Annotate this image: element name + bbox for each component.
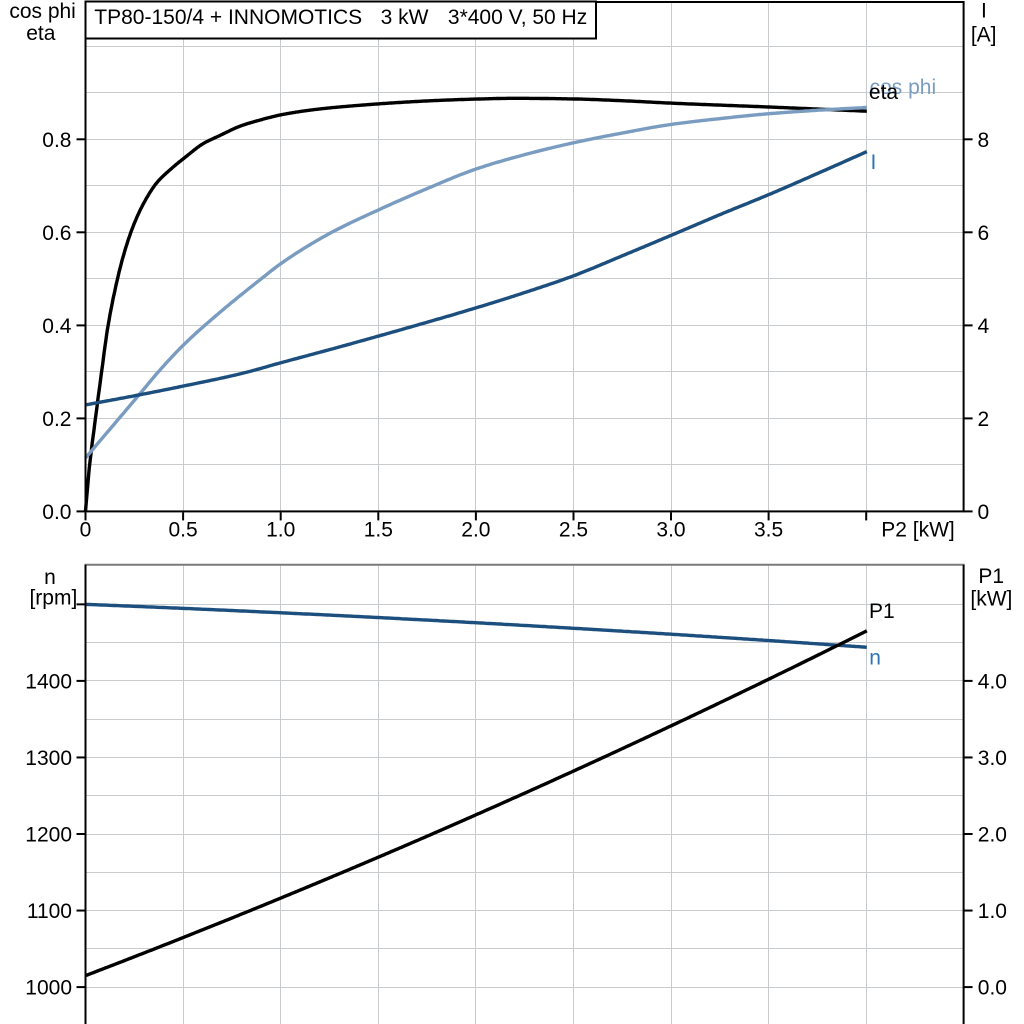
svg-text:P1: P1 (978, 565, 1004, 588)
svg-text:1000: 1000 (25, 977, 72, 1000)
svg-text:2.0: 2.0 (461, 519, 490, 542)
svg-text:3.5: 3.5 (754, 519, 783, 542)
svg-text:0.8: 0.8 (42, 129, 71, 152)
svg-text:0.5: 0.5 (168, 519, 197, 542)
svg-text:[kW]: [kW] (970, 588, 1012, 611)
svg-text:6: 6 (978, 222, 990, 245)
svg-text:1300: 1300 (25, 747, 72, 770)
svg-text:0.0: 0.0 (978, 977, 1007, 1000)
svg-text:n: n (44, 566, 56, 589)
svg-text:1100: 1100 (27, 900, 72, 923)
svg-text:P2 [kW]: P2 [kW] (881, 519, 955, 542)
svg-text:0.6: 0.6 (42, 222, 71, 245)
svg-text:[A]: [A] (971, 24, 997, 47)
svg-text:0: 0 (80, 519, 92, 542)
svg-text:I: I (981, 0, 987, 23)
svg-text:1.0: 1.0 (978, 900, 1007, 923)
svg-text:2.5: 2.5 (559, 519, 588, 542)
svg-text:TP80-150/4 + INNOMOTICS: TP80-150/4 + INNOMOTICS (94, 6, 362, 29)
svg-text:3.0: 3.0 (656, 519, 685, 542)
svg-text:0.4: 0.4 (42, 315, 72, 338)
svg-text:n: n (869, 647, 881, 670)
svg-text:1200: 1200 (25, 824, 72, 847)
svg-text:eta: eta (869, 81, 899, 104)
svg-text:1400: 1400 (25, 670, 72, 693)
svg-text:2: 2 (978, 408, 990, 431)
svg-text:3.0: 3.0 (978, 747, 1007, 770)
svg-text:cos phi: cos phi (9, 0, 76, 23)
svg-text:4.0: 4.0 (978, 670, 1007, 693)
svg-text:2.0: 2.0 (978, 824, 1007, 847)
svg-text:3*400 V, 50 Hz: 3*400 V, 50 Hz (448, 6, 587, 29)
svg-text:0.0: 0.0 (42, 501, 71, 524)
svg-text:0.2: 0.2 (42, 408, 71, 431)
svg-text:0: 0 (978, 501, 990, 524)
svg-text:P1: P1 (869, 600, 895, 623)
svg-text:1.0: 1.0 (266, 519, 295, 542)
svg-text:8: 8 (978, 129, 990, 152)
svg-text:1.5: 1.5 (364, 519, 393, 542)
svg-text:4: 4 (978, 315, 990, 338)
svg-text:[rpm]: [rpm] (29, 587, 77, 610)
svg-text:I: I (871, 151, 877, 174)
svg-text:3 kW: 3 kW (381, 6, 429, 29)
svg-text:cos phi: cos phi (870, 76, 937, 99)
svg-text:eta: eta (26, 22, 56, 45)
